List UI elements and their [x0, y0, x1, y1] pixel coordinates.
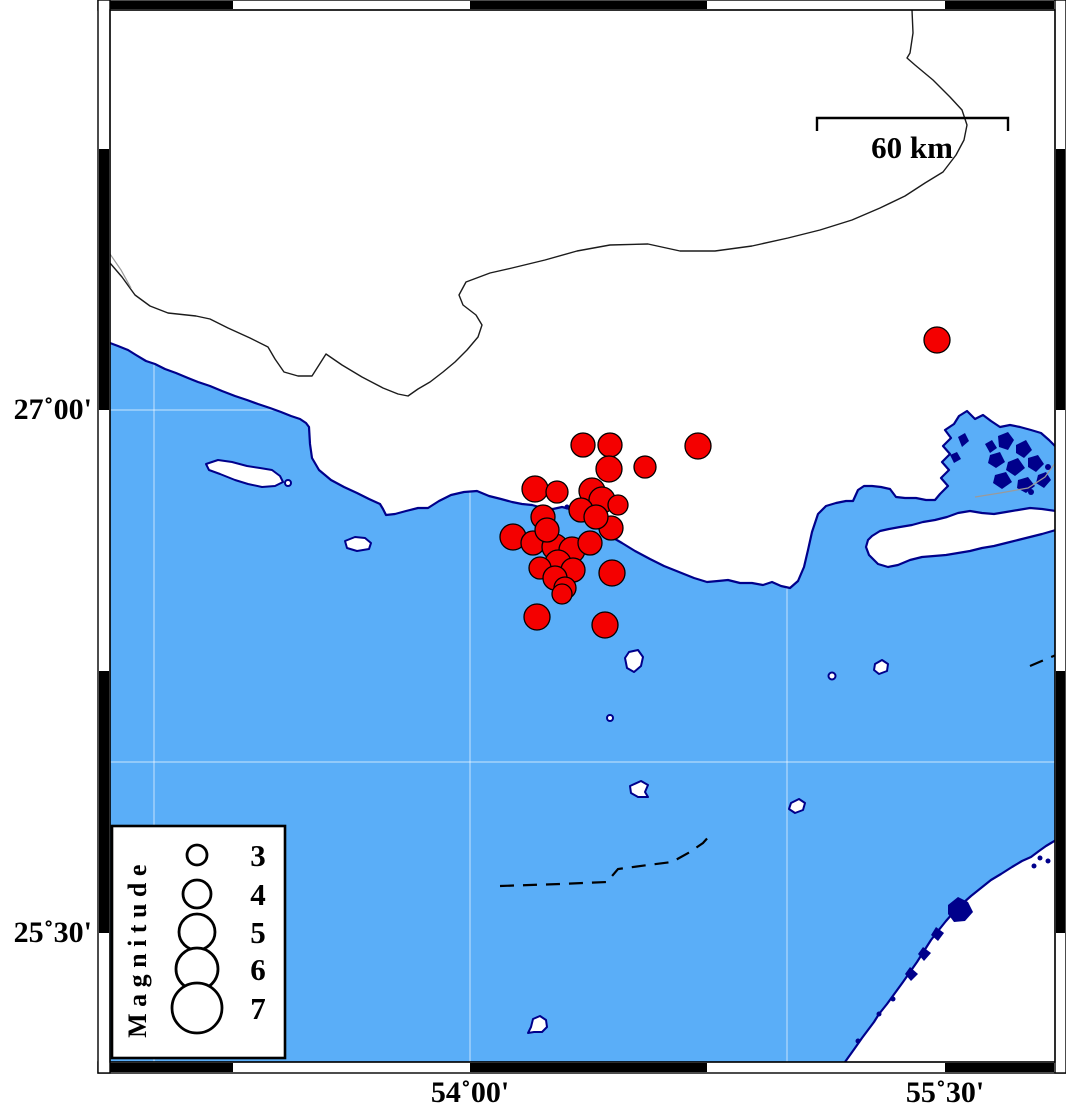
- mainland-coastline: [110, 341, 1055, 590]
- earthquake-marker: [523, 603, 551, 631]
- peninsula-coastline: [843, 839, 1055, 1062]
- earthquake-marker: [633, 455, 657, 479]
- legend-magnitude-label: 3: [250, 838, 266, 873]
- earthquake-marker: [583, 504, 609, 530]
- x-axis-label-5530e: 55˚30': [905, 1076, 985, 1109]
- x-axis-label-54e: 54˚00': [430, 1076, 510, 1109]
- scale-bar: 60 km: [815, 116, 1010, 165]
- earthquake-marker: [597, 432, 623, 458]
- lagoon-inlets: [855, 855, 1051, 1044]
- secondary-boundary-line: [110, 253, 132, 289]
- magnitude-legend: Magnitude 3 456 7: [110, 824, 287, 1060]
- small-islands: [205, 459, 889, 1034]
- maritime-boundary: [499, 654, 1055, 888]
- earthquake-marker: [595, 455, 623, 483]
- earthquake-marker: [598, 559, 626, 587]
- mangrove-patches: [564, 432, 1051, 510]
- legend-title: Magnitude: [123, 858, 152, 1038]
- earthquake-marker: [521, 475, 549, 503]
- earthquake-marker: [570, 432, 596, 458]
- legend-magnitude-label: 7: [250, 991, 266, 1026]
- earthquake-marker: [534, 517, 560, 543]
- earthquake-marker: [545, 480, 569, 504]
- sea-area: [110, 343, 1055, 1062]
- earthquake-marker: [551, 583, 573, 605]
- legend-magnitude-label: 6: [250, 952, 266, 987]
- peninsula-land: [845, 840, 1055, 1062]
- earthquake-marker: [684, 432, 712, 460]
- scale-bar-label: 60 km: [871, 130, 953, 165]
- earthquake-marker: [577, 530, 603, 556]
- legend-magnitude-label: 4: [250, 877, 266, 912]
- map-frame: [97, 0, 1066, 1074]
- earthquake-marker: [607, 494, 629, 516]
- legend-magnitude-circle: [170, 981, 224, 1035]
- earthquake-layer: [499, 326, 951, 639]
- legend-magnitude-circle: [185, 843, 209, 867]
- shallow-water-contour: [974, 462, 1055, 498]
- large-island: [864, 506, 1055, 569]
- y-axis-label-2530n: 25˚30': [13, 916, 92, 949]
- legend-magnitude-circle: [177, 912, 217, 952]
- legend-magnitude-circle: [181, 878, 213, 910]
- land-boundary-line: [110, 10, 968, 397]
- earthquake-marker: [591, 611, 619, 639]
- legend-symbols: 3 456 7: [170, 838, 266, 1035]
- y-axis-label-27n: 27˚00': [13, 393, 92, 426]
- legend-magnitude-label: 5: [250, 915, 266, 950]
- earthquake-marker: [923, 326, 951, 354]
